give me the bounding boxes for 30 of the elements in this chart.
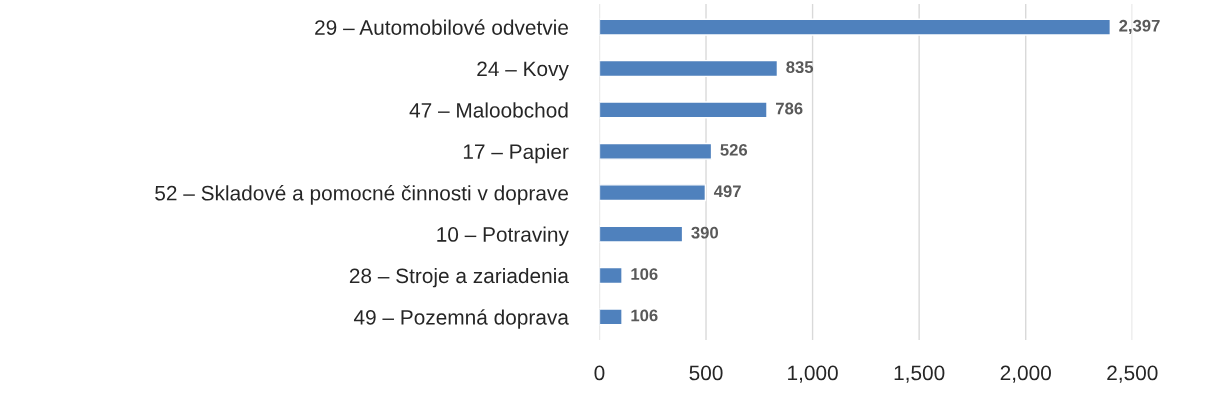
y-tick-label: 24 – Kovy: [477, 61, 569, 81]
x-tick-label: 2,500: [1107, 365, 1158, 383]
bar: [599, 225, 684, 243]
y-tick-label: 29 – Automobilové odvetvie: [315, 19, 568, 35]
y-tick-label: 10 – Potraviny: [437, 226, 569, 246]
y-tick-label: 17 – Papier: [463, 143, 569, 164]
data-label: 390: [691, 226, 719, 239]
data-label: 786: [776, 102, 803, 115]
data-label: 835: [786, 61, 814, 74]
data-label: 106: [631, 268, 658, 280]
y-tick-label: 28 – Stroje a zariadenia: [349, 267, 569, 288]
bar: [599, 142, 713, 160]
y-tick-label: 52 – Skladové a pomocné činnosti v doprave: [155, 185, 568, 205]
data-label: 526: [720, 143, 748, 156]
data-label: 2,397: [1119, 19, 1160, 35]
bar: [599, 266, 623, 285]
x-tick-label: 2,000: [1000, 365, 1051, 383]
data-label: 106: [631, 309, 658, 322]
bar: [599, 308, 623, 326]
bar: [599, 18, 1112, 36]
bar: [599, 101, 768, 119]
data-label: 497: [713, 185, 741, 198]
x-tick-label: 1,500: [894, 365, 945, 383]
x-tick-label: 0: [594, 365, 605, 381]
x-tick-label: 1,000: [788, 365, 838, 383]
x-tick-label: 500: [689, 365, 723, 381]
y-tick-label: 47 – Maloobchod: [409, 102, 568, 118]
y-tick-label: 49 – Pozemná doprava: [353, 309, 569, 329]
bar: [599, 184, 707, 202]
bar: [599, 59, 779, 78]
